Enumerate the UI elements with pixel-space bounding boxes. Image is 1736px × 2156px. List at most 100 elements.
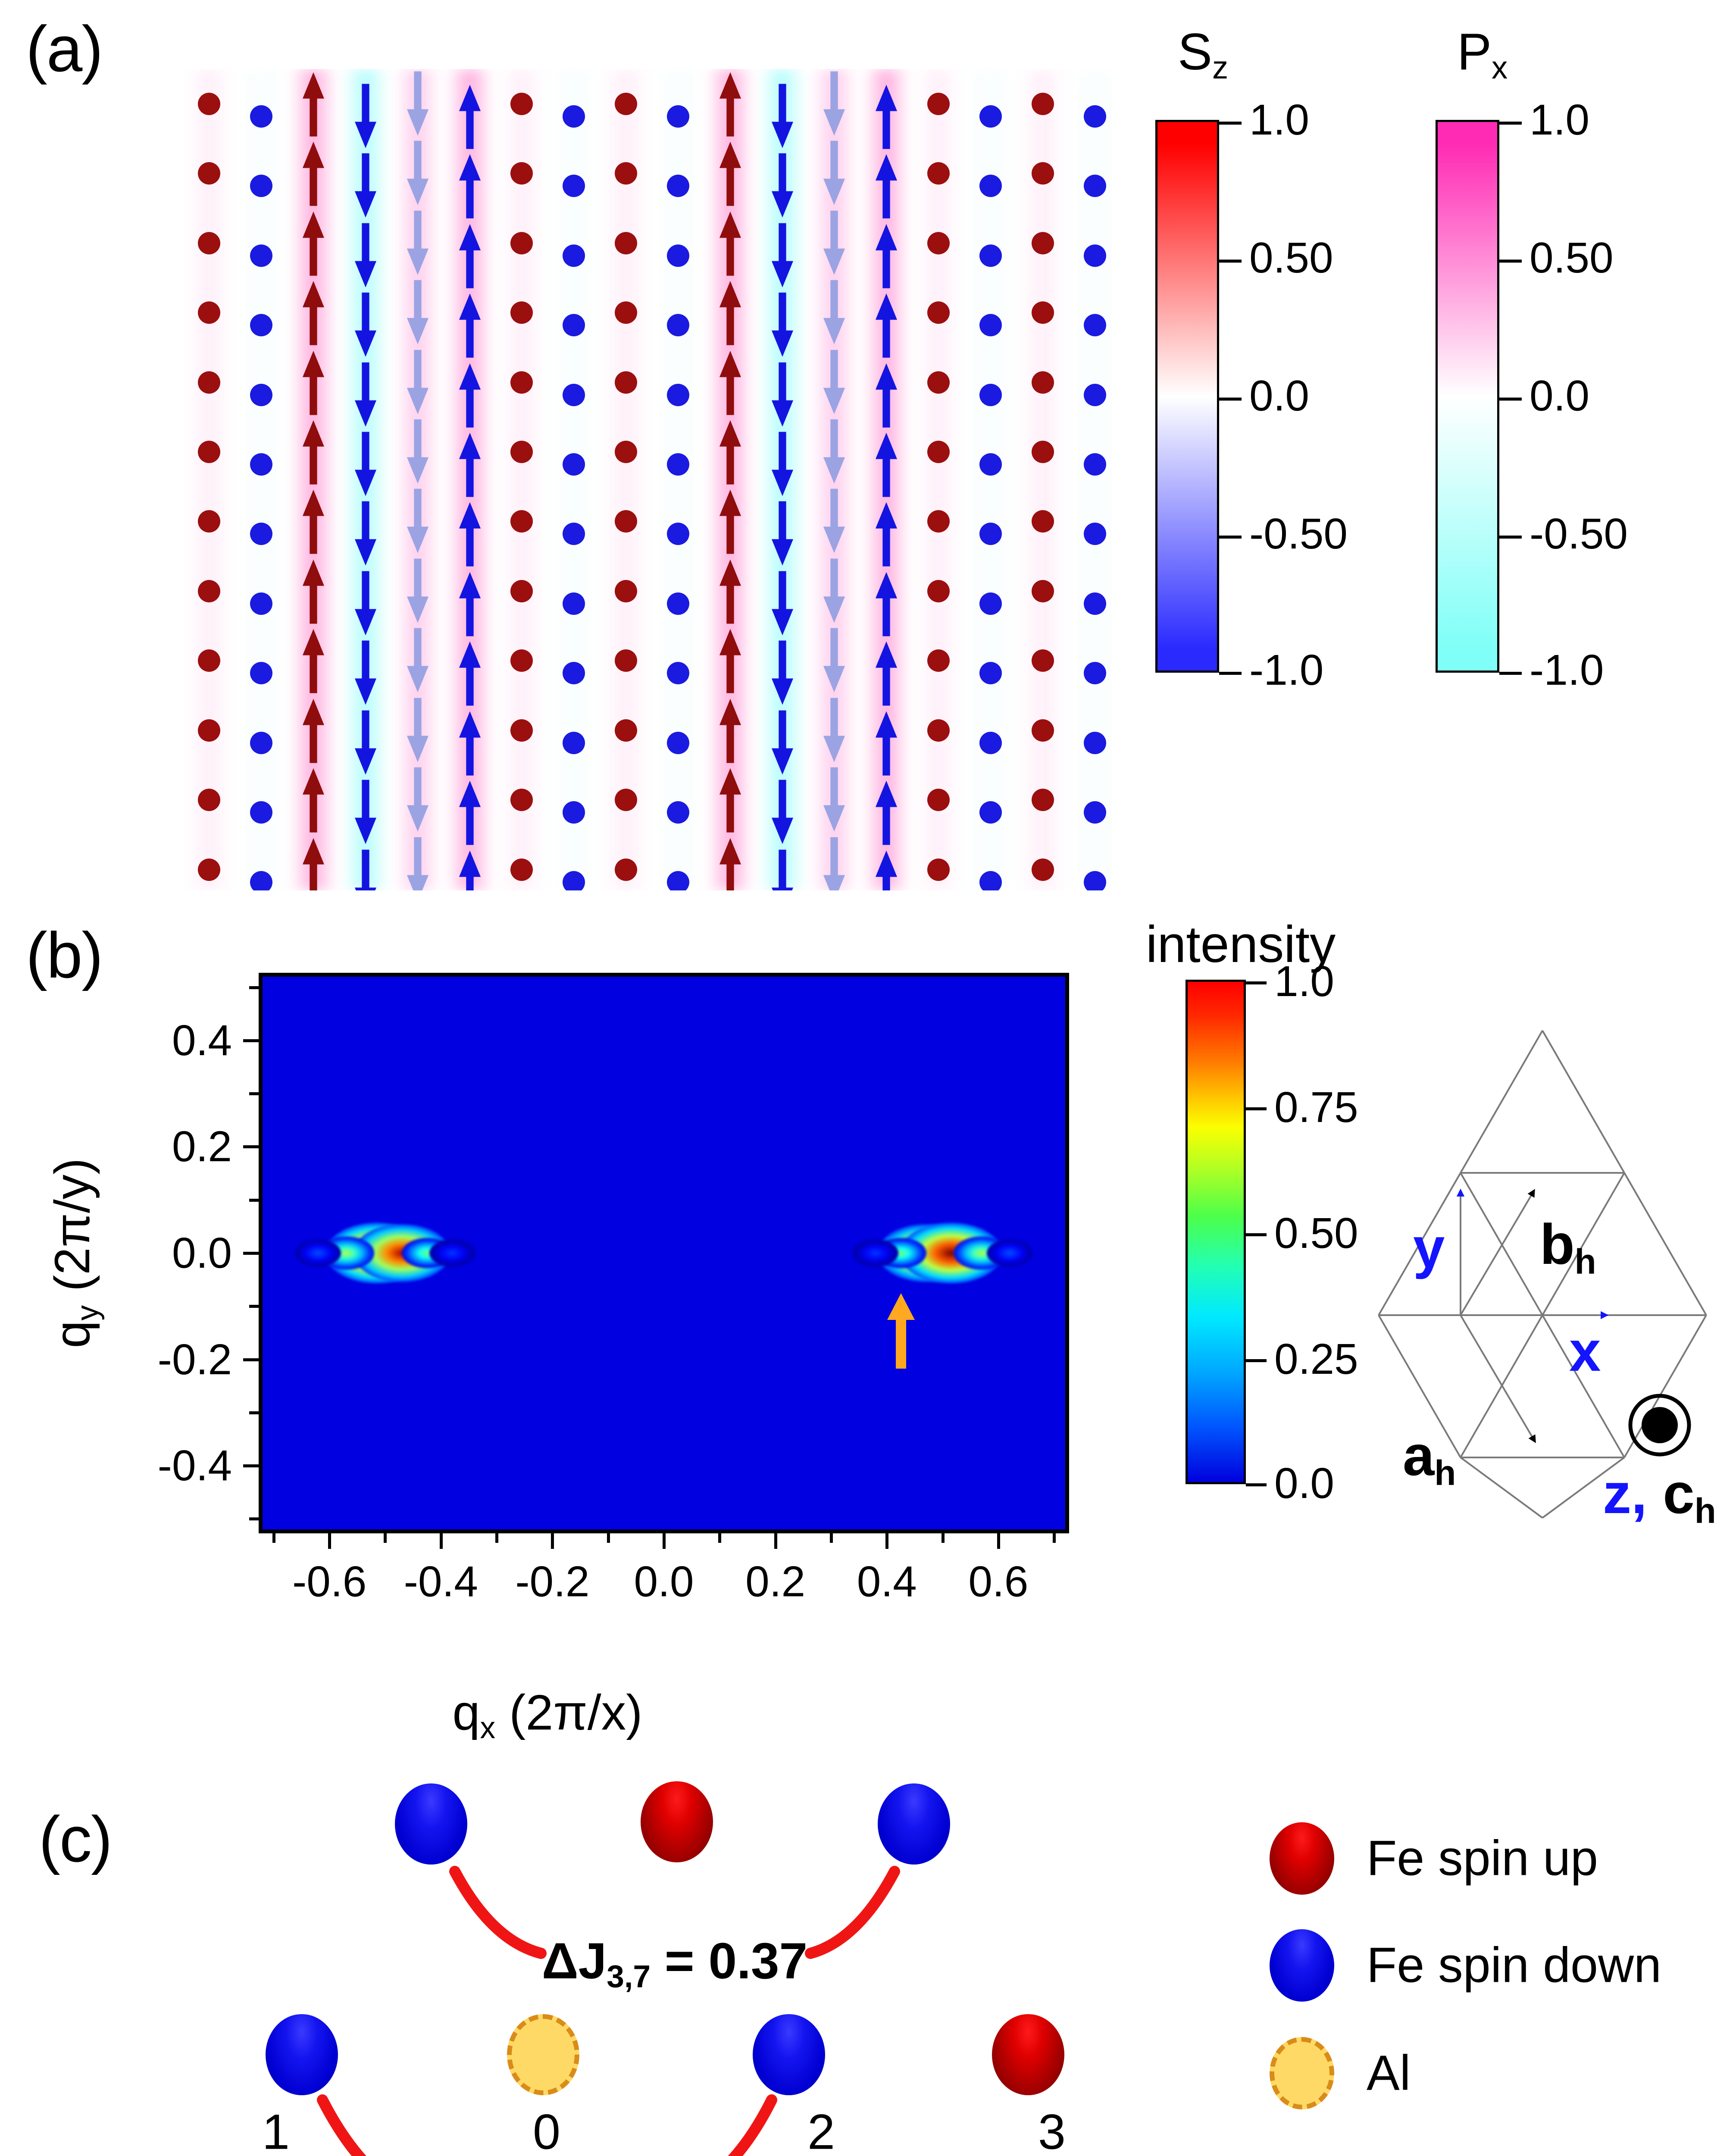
spin-dot — [978, 382, 1003, 407]
spin-arrow — [875, 849, 898, 890]
spin-dot — [926, 787, 951, 812]
px-tick-0 — [1499, 122, 1522, 125]
spin-arrow — [823, 279, 846, 346]
fe-spin-down-atom — [753, 2014, 825, 2095]
panel-b-xtick — [439, 1533, 443, 1549]
spin-dot — [509, 648, 534, 673]
panel-b-yaxis-label: qy (2π/y) — [44, 1158, 105, 1348]
spin-arrow — [406, 767, 429, 834]
spin-arrow — [302, 70, 325, 137]
spin-arrow — [354, 292, 377, 359]
spin-dot — [666, 591, 691, 616]
panel-b-structure-factor-plot — [259, 973, 1069, 1533]
spin-arrow — [771, 849, 794, 890]
spin-dot — [509, 161, 534, 186]
spin-dot — [197, 370, 222, 395]
spin-dot — [926, 718, 951, 743]
spin-arrow — [875, 431, 898, 498]
spin-arrow — [406, 558, 429, 624]
spin-arrow — [719, 627, 742, 694]
spin-dot — [197, 161, 222, 186]
panel-c-legend: Fe spin up Fe spin down Al — [1250, 1802, 1724, 2130]
px-tick-2 — [1499, 398, 1522, 401]
spin-dot — [666, 382, 691, 407]
spin-arrow — [719, 418, 742, 485]
spin-dot — [249, 591, 274, 616]
sz-tick-4 — [1219, 672, 1242, 675]
spin-dot — [1082, 243, 1107, 268]
spin-dot — [613, 161, 638, 186]
spin-dot — [1082, 800, 1107, 825]
spin-arrow — [823, 697, 846, 764]
spin-dot — [1082, 870, 1107, 890]
spin-dot — [1030, 648, 1055, 673]
spin-dot — [249, 870, 274, 890]
spin-arrow — [875, 153, 898, 219]
spin-arrow — [458, 153, 482, 219]
sz-tick-0 — [1219, 122, 1242, 125]
spin-arrow — [354, 431, 377, 498]
spin-dot — [666, 452, 691, 477]
spin-arrow — [354, 640, 377, 707]
panel-b-xtick-label: 0.4 — [857, 1557, 917, 1606]
spin-arrow — [771, 709, 794, 776]
spin-dot — [978, 800, 1003, 825]
spin-arrow — [406, 70, 429, 137]
spin-arrow — [406, 836, 429, 890]
spin-arrow — [771, 361, 794, 428]
spin-dot — [1030, 718, 1055, 743]
spin-arrow — [823, 418, 846, 485]
intensity-colorbar-group: intensity 1.0 0.75 0.50 0.25 0.0 — [1129, 918, 1414, 1539]
spin-dot — [978, 313, 1003, 338]
spin-arrow — [458, 570, 482, 637]
spin-dot — [926, 300, 951, 325]
spin-arrow — [458, 431, 482, 498]
panel-b-xaxis-label: qx (2π/x) — [452, 1685, 643, 1745]
spin-arrow — [406, 349, 429, 416]
spin-arrow — [354, 849, 377, 890]
spin-arrow — [302, 697, 325, 764]
spin-dot — [978, 104, 1003, 129]
diffraction-peak-halo — [429, 1239, 475, 1267]
spin-arrow — [458, 779, 482, 846]
spin-arrow — [771, 292, 794, 359]
px-tick-label-0: 1.0 — [1530, 96, 1590, 144]
sz-tick-label-0: 1.0 — [1249, 96, 1310, 144]
spin-arrow — [719, 488, 742, 555]
sz-colorbar-group: Sz 1.0 0.50 0.0 -0.50 -1.0 — [1155, 26, 1423, 703]
spin-arrow — [875, 779, 898, 846]
spin-dot — [926, 161, 951, 186]
panel-b-xtick — [551, 1533, 554, 1549]
panel-b-xtick-minor — [829, 1533, 833, 1543]
spin-arrow — [354, 222, 377, 289]
spin-arrow — [354, 570, 377, 637]
out-of-plane-dot-icon — [1642, 1407, 1678, 1443]
spin-arrow — [823, 488, 846, 555]
spin-arrow — [458, 292, 482, 359]
spin-dot — [197, 648, 222, 673]
intensity-tick-label-2: 0.50 — [1274, 1209, 1358, 1257]
spin-dot — [509, 370, 534, 395]
spin-arrow — [823, 70, 846, 137]
coupling-arc-37-right — [805, 1866, 900, 1959]
spin-arrow — [823, 836, 846, 890]
spin-dot — [561, 591, 586, 616]
spin-arrow — [458, 83, 482, 150]
spin-arrow — [771, 779, 794, 846]
spin-dot — [249, 243, 274, 268]
spin-arrow — [458, 222, 482, 289]
panel-b-ytick — [243, 1145, 259, 1149]
spin-arrow — [719, 767, 742, 834]
spin-arrow — [823, 558, 846, 624]
spin-dot — [978, 173, 1003, 198]
panel-b-ytick-label: 0.4 — [172, 1016, 232, 1065]
spin-dot — [926, 370, 951, 395]
coupling-arc-36-right — [728, 2094, 777, 2156]
panel-b-xtick-minor — [495, 1533, 499, 1543]
spin-dot — [666, 730, 691, 755]
spin-arrow — [406, 627, 429, 694]
panel-b-ytick — [243, 1252, 259, 1255]
coupling-arc-36-left — [317, 2094, 366, 2156]
spin-arrow — [823, 349, 846, 416]
